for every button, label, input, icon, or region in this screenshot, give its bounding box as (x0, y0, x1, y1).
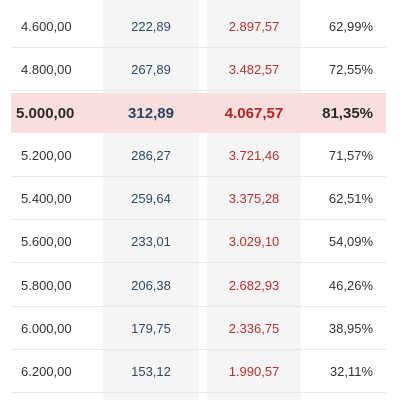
percent-cell: 62,51% (328, 190, 373, 206)
table-row[interactable]: 5.400,00 259,64 3.375,28 62,51% (11, 177, 386, 220)
percent-cell: 38,95% (328, 320, 373, 336)
total-cell: 4.067,57 (224, 104, 284, 122)
total-cell: 3.029,10 (228, 233, 280, 249)
percent-cell: 81,35% (322, 104, 373, 122)
amount-cell: 4.600,00 (21, 18, 72, 34)
value-cell: 259,64 (131, 190, 171, 206)
table-row-highlighted[interactable]: 5.000,00 312,89 4.067,57 81,35% (11, 93, 386, 133)
value-cell: 312,89 (128, 104, 174, 122)
value-cell: 179,75 (131, 320, 171, 336)
amount-cell: 5.200,00 (21, 147, 72, 163)
amount-cell: 5.800,00 (21, 277, 72, 293)
table-row[interactable]: 4.600,00 222,89 2.897,57 62,99% (11, 5, 386, 48)
table-row[interactable]: 4.800,00 267,89 3.482,57 72,55% (11, 48, 386, 91)
percent-cell: 62,99% (328, 18, 373, 34)
total-cell: 3.375,28 (228, 190, 280, 206)
table-row[interactable]: 6.200,00 153,12 1.990,57 32,11% (11, 350, 386, 393)
value-cell: 286,27 (131, 147, 171, 163)
percent-cell: 71,57% (328, 147, 373, 163)
total-cell: 3.482,57 (228, 61, 280, 77)
value-cell: 206,38 (131, 277, 171, 293)
value-cell: 222,89 (131, 18, 171, 34)
percent-cell: 72,55% (328, 61, 373, 77)
percent-cell: 46,26% (328, 277, 373, 293)
value-cell: 267,89 (131, 61, 171, 77)
amount-cell: 6.200,00 (21, 363, 72, 379)
table-row[interactable]: 5.800,00 206,38 2.682,93 46,26% (11, 264, 386, 307)
amount-cell: 4.800,00 (21, 61, 72, 77)
total-cell: 1.990,57 (228, 363, 280, 379)
table-row[interactable]: 6.000,00 179,75 2.336,75 38,95% (11, 307, 386, 350)
percent-cell: 54,09% (328, 233, 373, 249)
column-shade (207, 0, 301, 400)
table-row[interactable]: 5.600,00 233,01 3.029,10 54,09% (11, 220, 386, 263)
amount-cell: 6.000,00 (21, 320, 72, 336)
amount-cell: 5.400,00 (21, 190, 72, 206)
table-row[interactable]: 5.200,00 286,27 3.721,46 71,57% (11, 134, 386, 177)
total-cell: 2.897,57 (228, 18, 280, 34)
percent-cell: 32,11% (329, 363, 373, 379)
column-shade (103, 0, 199, 400)
value-cell: 233,01 (131, 233, 171, 249)
total-cell: 3.721,46 (228, 147, 280, 163)
amount-cell: 5.600,00 (21, 233, 72, 249)
total-cell: 2.336,75 (228, 320, 280, 336)
amount-cell: 5.000,00 (16, 104, 75, 122)
value-cell: 153,12 (131, 363, 171, 379)
total-cell: 2.682,93 (228, 277, 280, 293)
